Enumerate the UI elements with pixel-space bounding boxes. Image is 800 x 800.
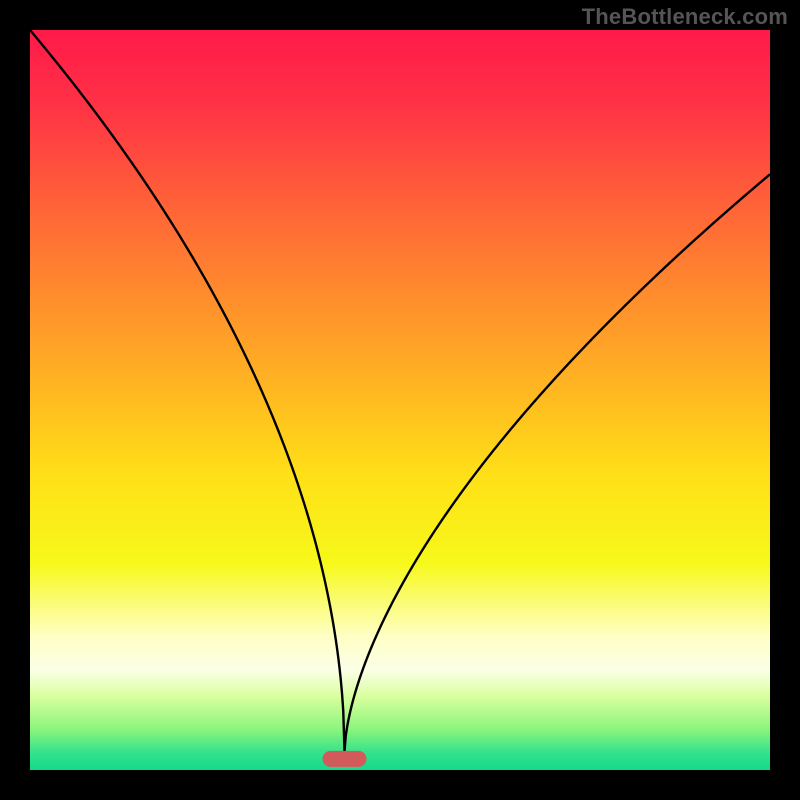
marker-pill <box>323 751 367 767</box>
curve-overlay <box>30 30 770 770</box>
bottleneck-curve <box>30 30 770 752</box>
plot-area <box>30 30 770 770</box>
watermark-text: TheBottleneck.com <box>582 4 788 30</box>
chart-frame: TheBottleneck.com <box>0 0 800 800</box>
